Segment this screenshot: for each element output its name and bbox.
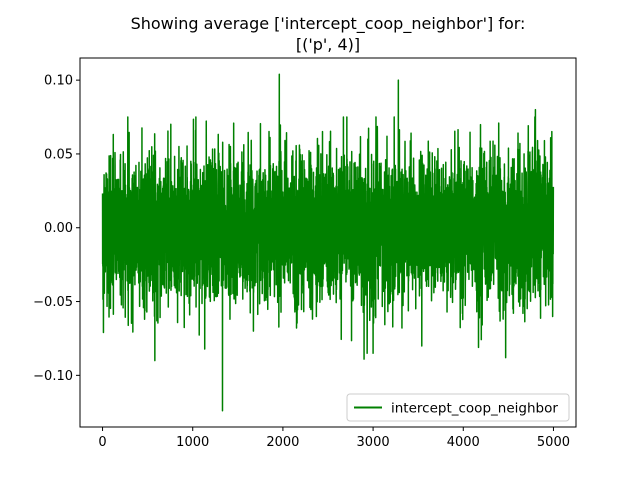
legend-box [346, 393, 570, 422]
legend: intercept_coop_neighbor [346, 393, 570, 422]
x-tick-label: 3000 [357, 435, 390, 450]
plot-area-frame [79, 57, 577, 428]
chart-title-line-1: Showing average ['intercept_coop_neighbo… [131, 14, 526, 34]
x-tick-label: 1000 [176, 435, 209, 450]
x-tick-label: 4000 [447, 435, 480, 450]
x-tick-label: 5000 [537, 435, 570, 450]
y-tick-label: −0.05 [33, 295, 73, 310]
x-axis-ticks: 0 1000 2000 3000 4000 5000 [98, 427, 570, 450]
chart-title-line-2: [('p', 4)] [296, 35, 360, 54]
x-tick-label: 0 [98, 435, 106, 450]
legend-label: intercept_coop_neighbor [391, 401, 558, 417]
x-tick-label: 2000 [266, 435, 299, 450]
series-layer [101, 73, 555, 412]
y-axis-ticks: 0.10 0.05 0.00 −0.05 −0.10 [33, 74, 80, 384]
y-tick-label: −0.10 [33, 369, 73, 384]
y-tick-label: 0.05 [44, 147, 73, 162]
y-tick-label: 0.00 [44, 221, 73, 236]
y-tick-label: 0.10 [44, 74, 73, 89]
series-line-intercept-coop-neighbor [101, 73, 555, 412]
